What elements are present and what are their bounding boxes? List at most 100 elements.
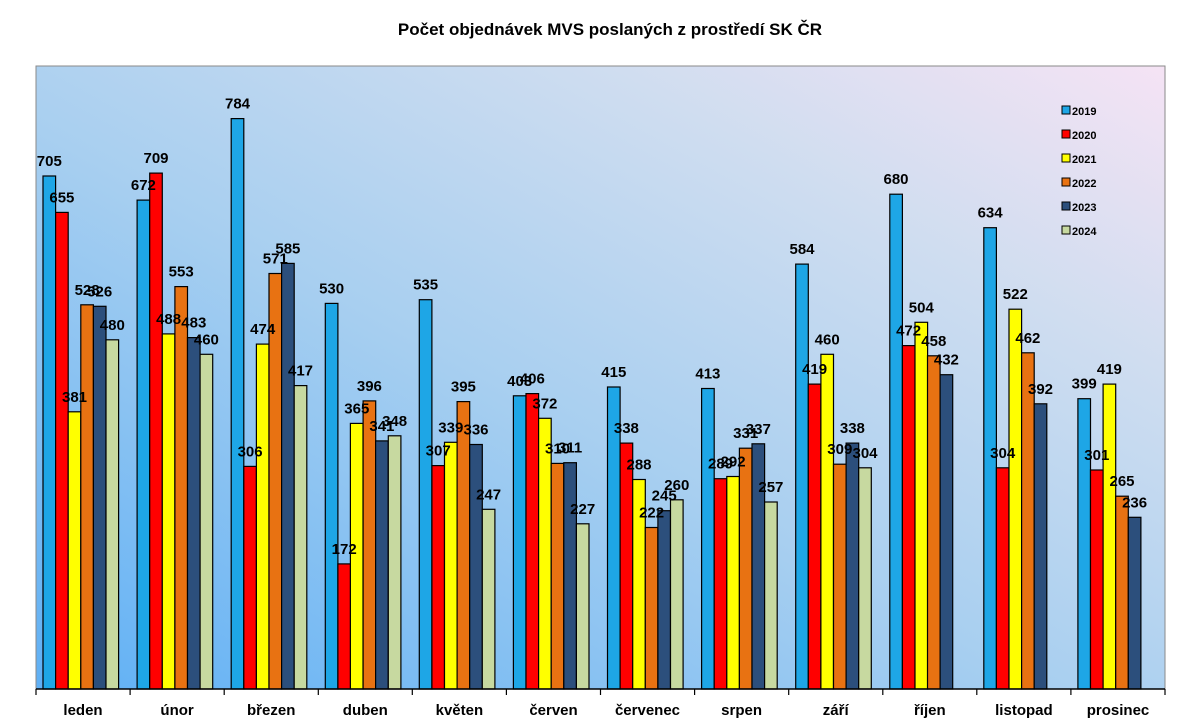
legend-label-2021: 2021 — [1072, 154, 1096, 166]
data-label-prosinec-2023: 236 — [1122, 494, 1147, 511]
data-label-květen-2020: 307 — [426, 443, 451, 460]
legend-swatch-2020 — [1061, 129, 1071, 139]
data-label-květen-2019: 535 — [413, 277, 438, 294]
bar-září-2019 — [795, 263, 809, 690]
data-label-září-2022: 309 — [827, 441, 852, 458]
bar-únor-2024 — [199, 353, 214, 690]
data-label-leden-2024: 480 — [100, 317, 125, 334]
data-label-srpen-2023: 337 — [746, 421, 771, 438]
bar-květen-2020 — [431, 465, 446, 690]
data-label-únor-2019: 672 — [131, 177, 156, 194]
data-label-červenec-2022: 222 — [639, 505, 664, 522]
data-label-září-2019: 584 — [789, 241, 815, 258]
data-label-říjen-2021: 504 — [909, 299, 935, 316]
bar-květen-2019 — [418, 299, 433, 690]
bar-srpen-2020 — [713, 478, 728, 690]
data-label-březen-2021: 474 — [250, 321, 276, 338]
data-label-březen-2024: 417 — [288, 363, 313, 380]
bar-červen-2019 — [512, 395, 527, 690]
bar-leden-2022 — [80, 304, 95, 690]
data-label-srpen-2024: 257 — [758, 479, 783, 496]
bar-únor-2019 — [136, 199, 151, 690]
bar-březen-2019 — [230, 117, 245, 690]
bar-říjen-2020 — [901, 345, 916, 690]
x-tick-label-květen: květen — [436, 702, 484, 719]
bar-srpen-2019 — [700, 387, 715, 690]
bar-leden-2019 — [42, 175, 57, 690]
bar-únor-2022 — [174, 286, 189, 690]
bar-prosinec-2023 — [1127, 516, 1142, 690]
x-tick-label-leden: leden — [63, 702, 102, 719]
bar-květen-2022 — [456, 401, 471, 690]
data-label-duben-2020: 172 — [332, 541, 357, 558]
bar-prosinec-2019 — [1077, 398, 1092, 690]
bar-září-2021 — [820, 353, 835, 690]
data-label-červen-2024: 227 — [570, 501, 595, 518]
legend-swatch-2022 — [1061, 177, 1071, 187]
bar-červen-2021 — [537, 417, 552, 690]
data-label-listopad-2023: 392 — [1028, 381, 1053, 398]
data-label-prosinec-2019: 399 — [1072, 376, 1097, 393]
data-label-březen-2019: 784 — [225, 96, 251, 113]
data-label-květen-2022: 395 — [451, 379, 476, 396]
bar-duben-2024 — [387, 435, 402, 690]
x-tick-label-září: září — [823, 702, 850, 719]
bar-květen-2021 — [443, 441, 458, 690]
data-label-prosinec-2021: 419 — [1097, 361, 1122, 378]
data-label-srpen-2022: 331 — [733, 425, 758, 442]
bar-leden-2023 — [92, 305, 107, 690]
legend-swatch-2019 — [1061, 105, 1071, 115]
bar-srpen-2021 — [726, 475, 740, 690]
bar-duben-2022 — [362, 400, 377, 690]
bar-listopad-2020 — [995, 467, 1010, 690]
data-label-listopad-2022: 462 — [1015, 330, 1040, 347]
data-label-únor-2021: 488 — [156, 311, 181, 328]
bar-listopad-2022 — [1020, 352, 1035, 690]
bar-září-2022 — [832, 463, 847, 690]
data-label-leden-2019: 705 — [37, 153, 62, 170]
data-label-červen-2021: 372 — [532, 395, 557, 412]
bar-červen-2020 — [525, 393, 540, 690]
data-label-leden-2023: 526 — [87, 283, 112, 300]
bar-leden-2021 — [67, 411, 82, 690]
data-label-duben-2021: 365 — [344, 400, 369, 417]
data-label-duben-2022: 396 — [357, 378, 382, 395]
bar-leden-2020 — [54, 211, 69, 690]
bar-únor-2023 — [186, 337, 201, 690]
bar-březen-2021 — [255, 343, 270, 690]
data-label-červen-2019: 403 — [507, 373, 532, 390]
bar-říjen-2021 — [914, 321, 929, 690]
data-label-září-2024: 304 — [852, 445, 878, 462]
data-label-říjen-2020: 472 — [896, 323, 921, 340]
data-label-srpen-2021: 292 — [721, 454, 746, 471]
x-tick-label-srpen: srpen — [721, 702, 762, 719]
legend-label-2022: 2022 — [1072, 178, 1096, 190]
bar-červen-2022 — [550, 462, 565, 690]
data-label-duben-2019: 530 — [319, 280, 344, 297]
x-tick-label-únor: únor — [160, 702, 193, 719]
data-label-červen-2022: 310 — [545, 440, 570, 457]
bar-duben-2023 — [375, 440, 389, 690]
bar-říjen-2019 — [889, 193, 903, 690]
bar-srpen-2022 — [738, 447, 753, 690]
legend-label-2023: 2023 — [1072, 202, 1096, 214]
data-label-září-2021: 460 — [815, 331, 840, 348]
data-label-červenec-2023: 245 — [652, 488, 677, 505]
plot-area — [35, 65, 1166, 690]
data-label-únor-2020: 709 — [143, 150, 168, 167]
bar-říjen-2022 — [926, 355, 941, 690]
data-label-listopad-2019: 634 — [978, 205, 1004, 222]
data-label-září-2020: 419 — [802, 361, 827, 378]
data-label-květen-2021: 339 — [438, 419, 463, 436]
data-label-březen-2020: 306 — [238, 443, 263, 460]
data-label-červenec-2024: 260 — [664, 477, 689, 494]
bar-září-2020 — [807, 383, 822, 690]
data-label-září-2023: 338 — [840, 420, 865, 437]
x-tick-label-listopad: listopad — [995, 702, 1053, 719]
data-label-červen-2023: 311 — [558, 440, 582, 457]
bar-prosinec-2020 — [1089, 469, 1104, 690]
data-label-červenec-2020: 338 — [614, 420, 639, 437]
chart-title: Počet objednávek MVS poslaných z prostře… — [397, 20, 823, 39]
